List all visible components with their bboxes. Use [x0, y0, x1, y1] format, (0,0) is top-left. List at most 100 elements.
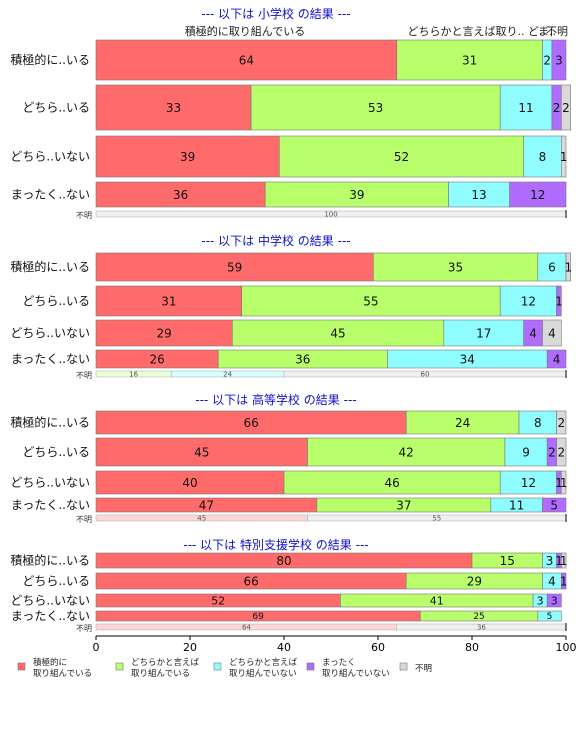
- bar-segment: [95, 84, 252, 131]
- bar-segment: [556, 410, 567, 435]
- row-label: どちら..いる: [22, 294, 90, 308]
- data-label: 12: [521, 294, 536, 308]
- x-tick-label: 40: [277, 641, 291, 654]
- data-label: 2: [548, 445, 556, 459]
- data-label: 33: [166, 101, 181, 115]
- data-label: 55: [363, 294, 378, 308]
- column-header: どちらかと言えば取り..: [408, 25, 525, 38]
- bar-segment: [499, 285, 557, 317]
- data-label: 2: [543, 53, 551, 67]
- data-label-unknown: 100: [324, 211, 337, 219]
- x-tick-label: 0: [93, 641, 100, 654]
- bar-segment: [264, 181, 449, 208]
- data-label: 2: [557, 445, 565, 459]
- data-label: 29: [157, 326, 172, 340]
- data-label: 3: [546, 554, 554, 568]
- bar-segment: [95, 252, 374, 282]
- legend-label: 取り組んでいる: [131, 668, 190, 679]
- bar-segment: [443, 319, 524, 347]
- data-label-unknown: 36: [477, 624, 486, 632]
- bar-segment: [241, 285, 501, 317]
- data-label: 1: [560, 150, 568, 164]
- bar-segment: [560, 470, 567, 495]
- bar-segment: [556, 437, 567, 467]
- row-label: どちら..いる: [22, 574, 90, 588]
- data-label: 40: [182, 476, 197, 490]
- data-label: 1: [560, 476, 568, 490]
- bar-segment: [560, 84, 571, 131]
- bar-segment: [560, 135, 567, 178]
- data-label-unknown: 24: [223, 371, 232, 379]
- data-label: 13: [471, 188, 486, 202]
- data-label: 1: [565, 260, 573, 274]
- bar-segment: [95, 285, 242, 317]
- data-label: 15: [500, 554, 515, 568]
- row-label: 積極的に..いる: [10, 415, 90, 430]
- data-label: 39: [180, 150, 195, 164]
- data-label-unknown: 55: [432, 515, 441, 523]
- data-label-unknown: 60: [421, 371, 430, 379]
- data-label: 35: [448, 260, 463, 274]
- data-label: 2: [553, 101, 561, 115]
- data-label: 52: [211, 594, 225, 607]
- data-label: 1: [555, 476, 563, 490]
- legend-swatch: [17, 662, 26, 671]
- data-label: 45: [330, 326, 345, 340]
- column-header: 不明: [546, 25, 568, 38]
- column-header: 積極的に取り組んでいる: [185, 24, 305, 38]
- row-label: どちら..いない: [10, 476, 90, 490]
- bar-segment: [95, 39, 398, 81]
- data-label: 80: [276, 554, 291, 568]
- legend-swatch: [399, 662, 408, 671]
- row-label: どちら..いない: [10, 150, 90, 164]
- bar-segment: [372, 252, 539, 282]
- data-label: 24: [455, 416, 470, 430]
- row-label: どちら..いる: [22, 445, 90, 459]
- panel-title: --- 以下は 特別支援学校 の結果 ---: [183, 537, 368, 552]
- x-tick-label: 20: [183, 641, 197, 654]
- bar-segment: [448, 181, 510, 208]
- bar-segment: [232, 319, 445, 347]
- row-label: 積極的に..いる: [10, 52, 90, 67]
- data-label: 1: [555, 294, 563, 308]
- legend-label: まったく: [322, 658, 356, 668]
- data-label: 3: [555, 53, 563, 67]
- row-label: どちら..いない: [10, 594, 90, 608]
- bar-segment: [307, 437, 506, 467]
- legend-label: どちらかと言えば: [229, 657, 298, 668]
- legend-label: 取り組んでいない: [229, 668, 297, 679]
- legend-label: 不明: [415, 664, 432, 674]
- bar-segment: [551, 39, 567, 81]
- data-label: 17: [476, 326, 491, 340]
- data-label: 5: [550, 498, 558, 512]
- data-label: 2: [562, 101, 570, 115]
- data-label-unknown: 16: [129, 371, 138, 379]
- row-label: まったく..ない: [11, 498, 90, 512]
- row-label-unknown: 不明: [76, 371, 92, 380]
- data-label: 3: [551, 594, 558, 607]
- x-tick-label: 80: [465, 641, 479, 654]
- data-label: 46: [384, 476, 399, 490]
- bar-segment: [556, 285, 562, 317]
- data-label: 34: [460, 352, 475, 366]
- data-label: 41: [430, 594, 444, 607]
- data-label: 59: [227, 260, 242, 274]
- data-label: 42: [399, 445, 414, 459]
- row-label: まったく..ない: [11, 188, 90, 202]
- bar-segment: [560, 552, 567, 569]
- bar-segment: [537, 252, 567, 282]
- data-label: 9: [522, 445, 530, 459]
- data-label: 12: [521, 476, 536, 490]
- legend-label: どちらかと言えば: [131, 657, 200, 668]
- bar-segment: [95, 181, 266, 208]
- data-label: 66: [243, 416, 258, 430]
- bar-segment: [278, 135, 524, 178]
- data-label: 29: [467, 574, 482, 588]
- data-label: 26: [149, 352, 164, 366]
- x-tick-label: 100: [556, 641, 577, 654]
- row-label-unknown: 不明: [76, 515, 92, 524]
- bar-segment: [560, 572, 567, 590]
- data-label: 1: [555, 554, 563, 568]
